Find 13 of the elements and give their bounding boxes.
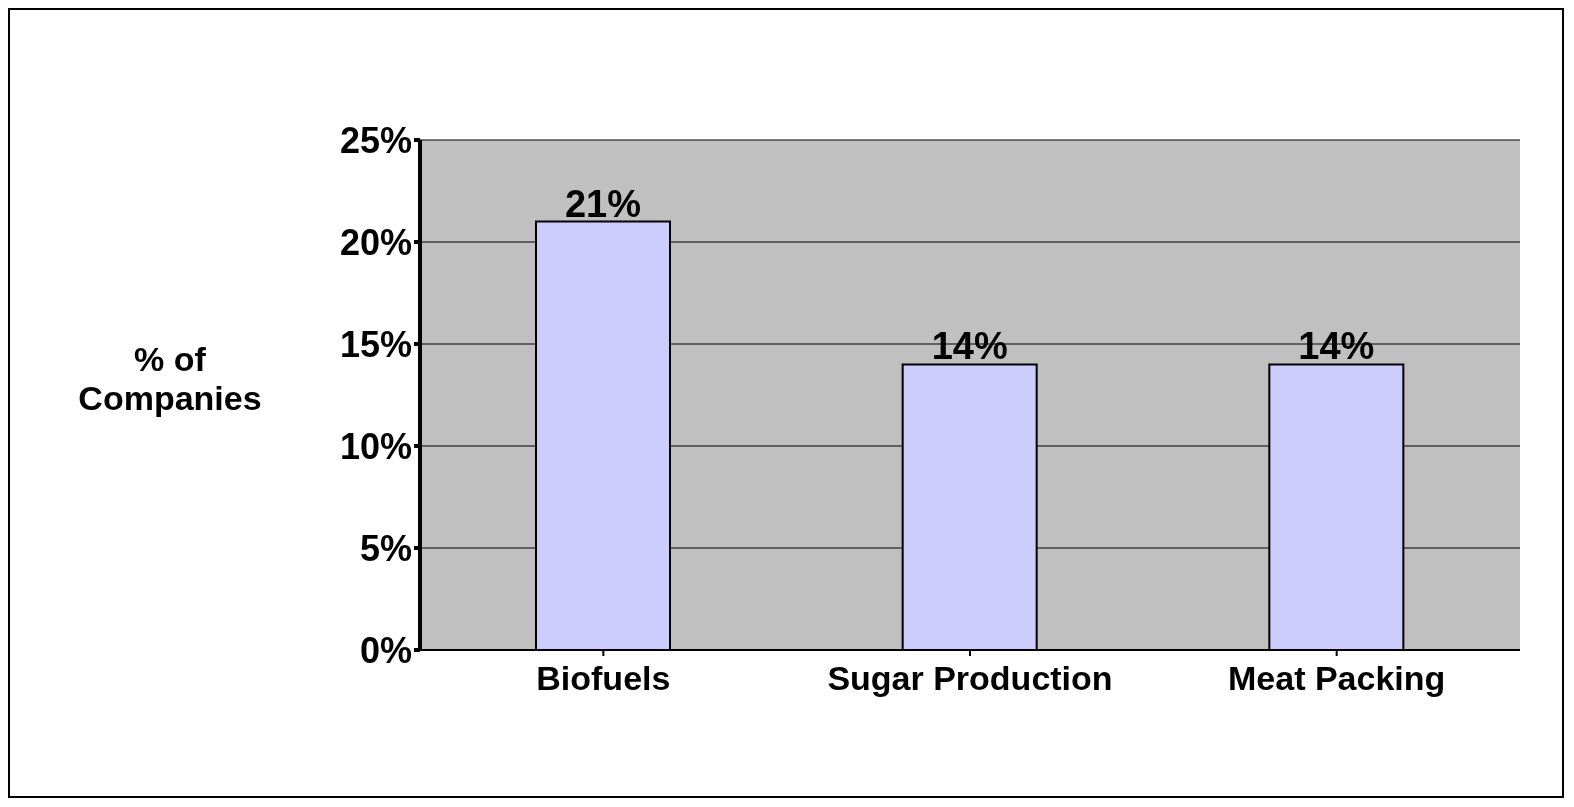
y-axis-title: % of Companies: [77, 340, 263, 418]
y-tick-label: 15%: [339, 323, 412, 365]
x-tick-label: Biofuels: [536, 659, 671, 698]
x-tick-label: Meat Packing: [1228, 659, 1446, 698]
x-tick-label: Sugar Production: [827, 659, 1113, 698]
y-tick-label: 0%: [359, 629, 412, 671]
data-label: 14%: [1298, 325, 1375, 368]
y-tick-label: 10%: [339, 425, 412, 467]
data-label: 14%: [931, 325, 1008, 368]
y-tick-label: 20%: [339, 221, 412, 263]
data-label: 21%: [564, 182, 642, 225]
y-tick-label: 25%: [339, 119, 412, 161]
y-tick-label: 5%: [359, 527, 412, 569]
